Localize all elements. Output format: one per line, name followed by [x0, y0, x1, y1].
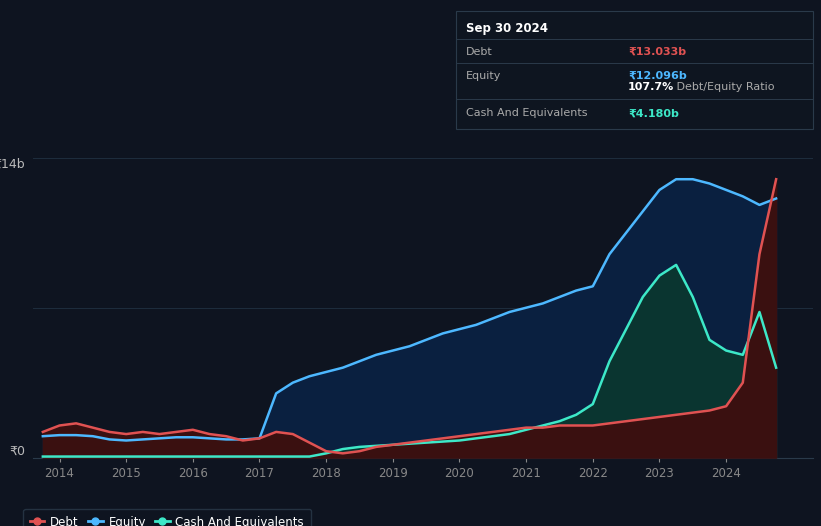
Text: ₹12.096b: ₹12.096b — [628, 70, 687, 80]
Text: Cash And Equivalents: Cash And Equivalents — [466, 108, 587, 118]
Legend: Debt, Equity, Cash And Equivalents: Debt, Equity, Cash And Equivalents — [23, 509, 311, 526]
Text: Sep 30 2024: Sep 30 2024 — [466, 22, 548, 35]
Text: ₹4.180b: ₹4.180b — [628, 108, 679, 118]
Text: Equity: Equity — [466, 70, 501, 80]
Text: 107.7%: 107.7% — [628, 83, 674, 93]
Text: Debt/Equity Ratio: Debt/Equity Ratio — [673, 83, 775, 93]
Text: ₹13.033b: ₹13.033b — [628, 47, 686, 57]
Text: ₹0: ₹0 — [9, 444, 25, 458]
Text: Debt: Debt — [466, 47, 493, 57]
Text: ₹14b: ₹14b — [0, 158, 25, 171]
